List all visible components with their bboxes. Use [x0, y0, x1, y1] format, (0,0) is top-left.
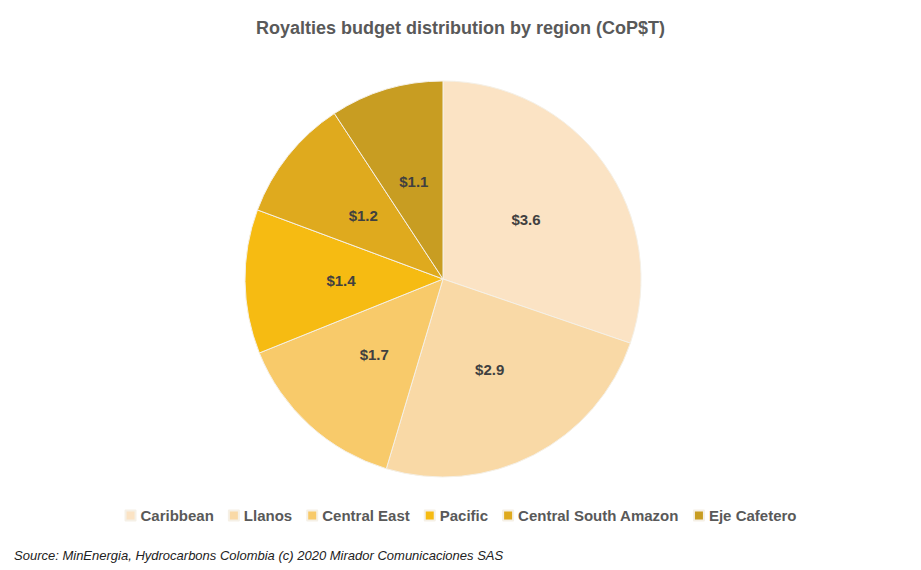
svg-text:$1.1: $1.1 [399, 173, 428, 190]
svg-text:Source: MinEnergia, Hydrocarbo: Source: MinEnergia, Hydrocarbons Colombi… [14, 548, 503, 563]
svg-text:$1.7: $1.7 [360, 346, 389, 363]
svg-text:Eje Cafetero: Eje Cafetero [709, 507, 797, 524]
svg-text:$3.6: $3.6 [511, 211, 540, 228]
svg-text:Caribbean: Caribbean [141, 507, 214, 524]
svg-text:$2.9: $2.9 [475, 361, 504, 378]
svg-text:Llanos: Llanos [244, 507, 292, 524]
svg-text:Central East: Central East [322, 507, 410, 524]
svg-text:$1.2: $1.2 [349, 207, 378, 224]
svg-text:$1.4: $1.4 [326, 272, 356, 289]
svg-text:Royalties budget distribution: Royalties budget distribution by region … [256, 18, 665, 38]
svg-text:Pacific: Pacific [440, 507, 488, 524]
svg-text:Central South Amazon: Central South Amazon [518, 507, 678, 524]
